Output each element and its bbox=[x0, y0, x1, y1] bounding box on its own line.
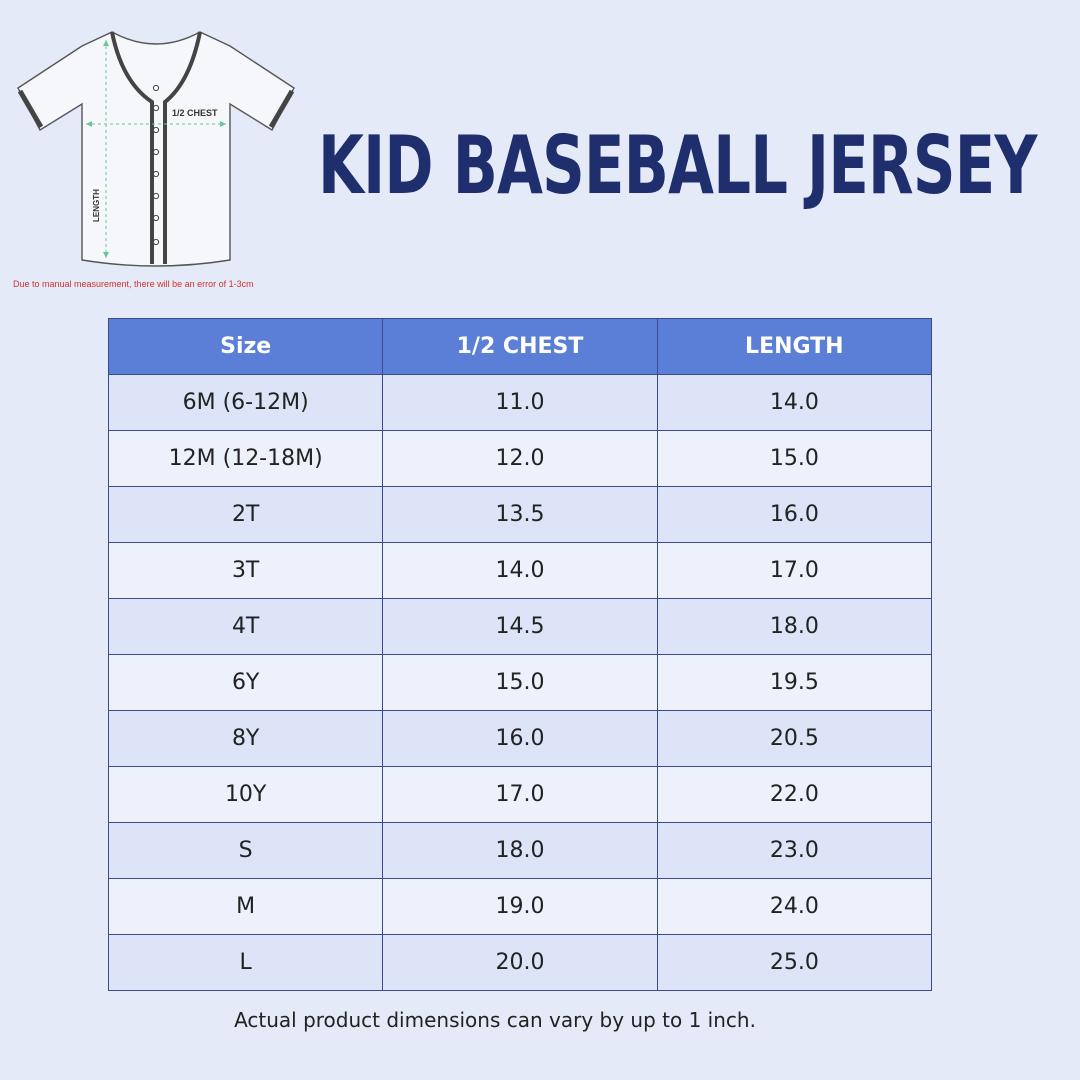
size-chart-table: Size 1/2 CHEST LENGTH 6M (6-12M) 11.0 14… bbox=[107, 318, 933, 991]
cell-length: 18.0 bbox=[656, 598, 933, 655]
table-row: 3T 14.0 17.0 bbox=[107, 542, 933, 599]
header-size: Size bbox=[107, 318, 384, 375]
header-chest: 1/2 CHEST bbox=[382, 318, 658, 375]
table-row: 4T 14.5 18.0 bbox=[107, 598, 933, 655]
cell-chest: 16.0 bbox=[382, 710, 658, 767]
cell-length: 17.0 bbox=[656, 542, 933, 599]
table-header-row: Size 1/2 CHEST LENGTH bbox=[107, 318, 933, 375]
length-label: LENGTH bbox=[92, 189, 101, 222]
cell-size: S bbox=[107, 822, 384, 879]
table-row: 12M (12-18M) 12.0 15.0 bbox=[107, 430, 933, 487]
cell-chest: 14.0 bbox=[382, 542, 658, 599]
chest-label: 1/2 CHEST bbox=[172, 108, 218, 118]
table-row: 6M (6-12M) 11.0 14.0 bbox=[107, 374, 933, 431]
cell-size: 3T bbox=[107, 542, 384, 599]
table-row: 8Y 16.0 20.5 bbox=[107, 710, 933, 767]
cell-size: M bbox=[107, 878, 384, 935]
cell-length: 16.0 bbox=[656, 486, 933, 543]
cell-size: 12M (12-18M) bbox=[107, 430, 384, 487]
cell-size: 6Y bbox=[107, 654, 384, 711]
cell-chest: 13.5 bbox=[382, 486, 658, 543]
cell-chest: 17.0 bbox=[382, 766, 658, 823]
header-length: LENGTH bbox=[656, 318, 933, 375]
footer-disclaimer: Actual product dimensions can vary by up… bbox=[234, 1008, 756, 1032]
cell-chest: 19.0 bbox=[382, 878, 658, 935]
cell-size: 2T bbox=[107, 486, 384, 543]
cell-length: 24.0 bbox=[656, 878, 933, 935]
cell-length: 14.0 bbox=[656, 374, 933, 431]
cell-size: L bbox=[107, 934, 384, 991]
cell-length: 23.0 bbox=[656, 822, 933, 879]
cell-chest: 15.0 bbox=[382, 654, 658, 711]
table-row: S 18.0 23.0 bbox=[107, 822, 933, 879]
table-row: 6Y 15.0 19.5 bbox=[107, 654, 933, 711]
cell-length: 20.5 bbox=[656, 710, 933, 767]
cell-chest: 20.0 bbox=[382, 934, 658, 991]
cell-chest: 14.5 bbox=[382, 598, 658, 655]
cell-chest: 12.0 bbox=[382, 430, 658, 487]
cell-size: 10Y bbox=[107, 766, 384, 823]
table-row: 10Y 17.0 22.0 bbox=[107, 766, 933, 823]
cell-chest: 11.0 bbox=[382, 374, 658, 431]
page-title: KID BASEBALL JERSEY bbox=[318, 119, 1037, 212]
cell-length: 19.5 bbox=[656, 654, 933, 711]
cell-size: 4T bbox=[107, 598, 384, 655]
cell-size: 6M (6-12M) bbox=[107, 374, 384, 431]
cell-size: 8Y bbox=[107, 710, 384, 767]
table-row: M 19.0 24.0 bbox=[107, 878, 933, 935]
jersey-illustration-icon: 1/2 CHEST LENGTH bbox=[17, 31, 295, 267]
cell-chest: 18.0 bbox=[382, 822, 658, 879]
cell-length: 15.0 bbox=[656, 430, 933, 487]
cell-length: 25.0 bbox=[656, 934, 933, 991]
table-row: 2T 13.5 16.0 bbox=[107, 486, 933, 543]
jersey-diagram: 1/2 CHEST LENGTH bbox=[10, 22, 300, 272]
measurement-note: Due to manual measurement, there will be… bbox=[13, 279, 254, 289]
table-row: L 20.0 25.0 bbox=[107, 934, 933, 991]
cell-length: 22.0 bbox=[656, 766, 933, 823]
